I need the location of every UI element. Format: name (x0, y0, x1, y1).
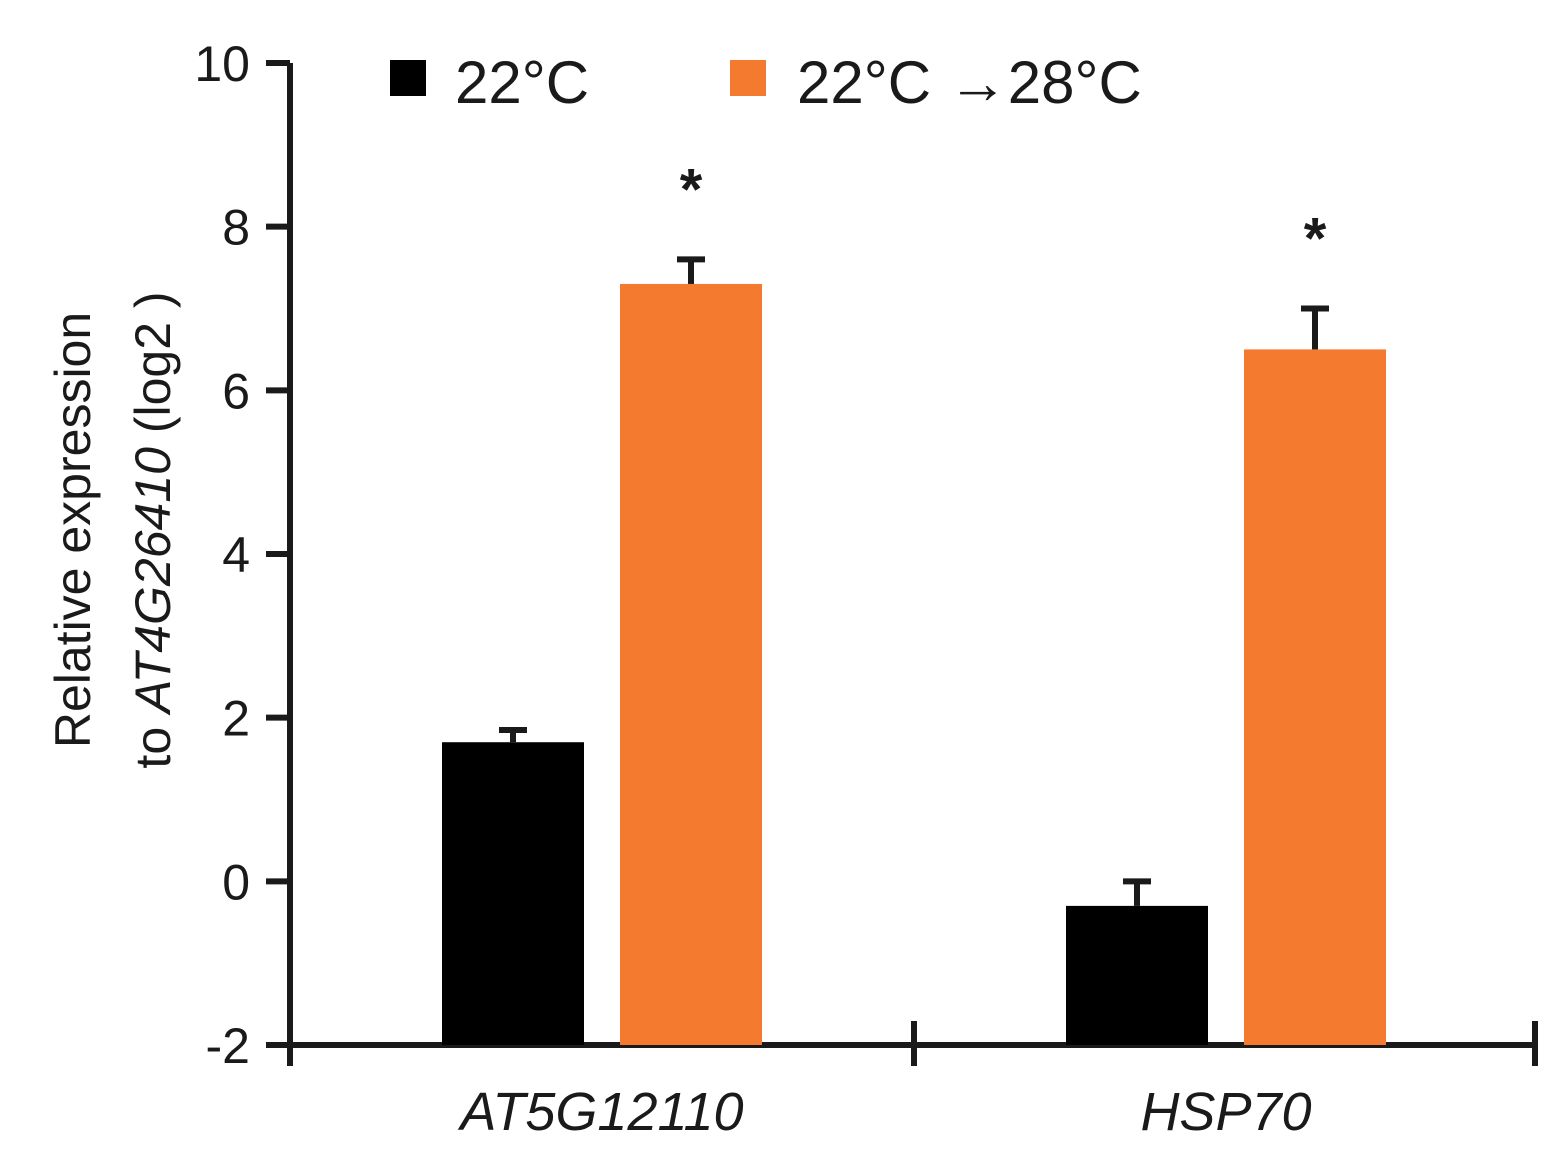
y-axis-label-gene: AT4G26410 (125, 447, 181, 716)
significance-marks: ** (680, 157, 1327, 271)
category-label: HSP70 (1140, 1082, 1311, 1142)
legend-swatch-22c-28c (730, 60, 766, 96)
y-tick-label: 10 (194, 36, 250, 92)
y-tick-label: 4 (222, 527, 250, 583)
y-ticks: -2 0 2 4 6 8 10 (194, 36, 290, 1074)
legend-label-22c-28c: 22°C →28°C (797, 49, 1142, 116)
category-labels: AT5G12110 HSP70 (457, 1082, 1311, 1142)
bars (442, 283, 1386, 1046)
x-ticks (287, 1021, 1538, 1066)
y-tick-label: 0 (222, 854, 250, 910)
legend: 22°C 22°C →28°C (390, 49, 1142, 116)
y-tick-label: 6 (222, 363, 250, 419)
legend-swatch-22c (390, 60, 426, 96)
bar-hsp70-series-1 (1066, 905, 1208, 1045)
bar-at5g12110-series-1 (442, 742, 584, 1045)
y-tick-label: -2 (206, 1018, 250, 1074)
category-label: AT5G12110 (457, 1082, 743, 1142)
y-axis-label-prefix: to (125, 713, 181, 769)
y-tick-label: 8 (222, 200, 250, 256)
bar-hsp70-series-2 (1244, 349, 1386, 1046)
bar-at5g12110-series-2 (620, 283, 762, 1045)
legend-label-22c: 22°C (455, 49, 589, 116)
y-axis-label-line2: to AT4G26410 (log2 ) (125, 291, 181, 768)
y-axis-label-line1: Relative expression (45, 312, 101, 748)
y-tick-label: 2 (222, 691, 250, 747)
significance-star: * (1304, 207, 1327, 272)
y-axis-label-suffix: (log2 ) (125, 291, 181, 447)
significance-star: * (680, 157, 703, 222)
error-bars (499, 256, 1329, 906)
